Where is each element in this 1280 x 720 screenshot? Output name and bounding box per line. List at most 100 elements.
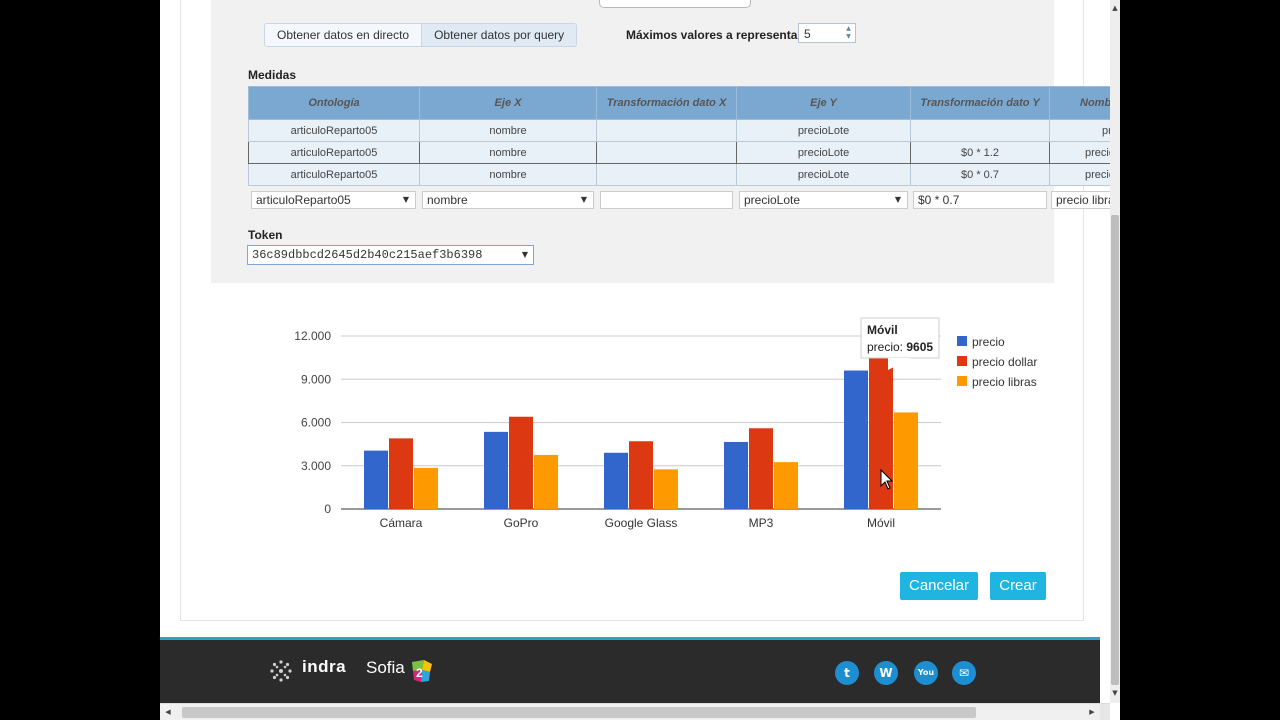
legend-label: precio dollar (972, 355, 1037, 369)
bar-precio-libras (774, 462, 798, 509)
chevron-down-icon: ▼ (402, 195, 409, 204)
horizontal-scroll-thumb[interactable] (182, 707, 976, 718)
ontology-select-value: articuloReparto05 (256, 193, 351, 207)
cell-x-axis: nombre (419, 141, 597, 164)
col-header-x-transform[interactable]: Transformación dato X (596, 86, 737, 120)
col-header-y-transform[interactable]: Transformación dato Y (910, 86, 1050, 120)
y-tick-label: 6.000 (301, 416, 331, 430)
legend-label: precio (972, 335, 1005, 349)
bar-precio-dollar (749, 428, 773, 509)
tab-live-data[interactable]: Obtener datos en directo (265, 24, 422, 46)
tooltip-title: Móvil (867, 323, 898, 337)
youtube-icon[interactable]: You (914, 661, 938, 685)
bar-precio-dollar (509, 416, 533, 509)
table-header-row: Ontología Eje X Transformación dato X Ej… (248, 86, 1120, 120)
y-transform-input[interactable]: $0 * 0.7 (913, 191, 1047, 209)
col-header-x-axis[interactable]: Eje X (419, 86, 597, 120)
bar-precio-dollar (389, 438, 413, 509)
y-tick-label: 12.000 (294, 329, 331, 343)
x-tick-label: Google Glass (605, 516, 678, 530)
indra-logo-icon (270, 660, 292, 682)
horizontal-scrollbar[interactable]: ◀ ▶ (160, 703, 1110, 720)
mouse-cursor-icon (880, 468, 894, 490)
col-header-ontology[interactable]: Ontología (248, 86, 420, 120)
cell-x-transform (596, 141, 737, 164)
x-axis-select[interactable]: nombre ▼ (422, 191, 594, 209)
chevron-down-icon: ▼ (894, 195, 901, 204)
scroll-down-icon[interactable]: ▼ (1112, 689, 1118, 697)
table-row[interactable]: articuloReparto05 nombre precioLote $0 *… (248, 163, 1120, 186)
col-header-name[interactable]: Nombre (1049, 86, 1120, 120)
token-label: Token (248, 228, 283, 242)
twitter-icon[interactable]: t (835, 661, 859, 685)
x-tick-label: Cámara (380, 516, 423, 530)
table-row[interactable]: articuloReparto05 nombre precioLote $0 *… (248, 141, 1120, 164)
y-tick-label: 0 (324, 502, 331, 516)
x-axis-select-value: nombre (427, 193, 468, 207)
data-source-tabs: Obtener datos en directo Obtener datos p… (264, 23, 578, 47)
y-axis-select[interactable]: precioLote ▼ (739, 191, 908, 209)
scroll-right-icon[interactable]: ▶ (1089, 708, 1095, 716)
bar-precio (484, 431, 508, 509)
bar-precio-dollar (629, 441, 653, 509)
ontology-select[interactable]: articuloReparto05 ▼ (251, 191, 416, 209)
cell-y-axis: precioLote (736, 141, 911, 164)
y-transform-value: $0 * 0.7 (918, 193, 960, 207)
footer: indra Sofia 2 t W You ✉ (160, 637, 1100, 706)
scroll-left-icon[interactable]: ◀ (165, 708, 171, 716)
chart-canvas: 0 3.000 6.000 9.000 12.000 Cámara GoPro Google … (294, 317, 1037, 530)
measures-title: Medidas (248, 68, 297, 82)
tooltip-pointer (888, 358, 911, 370)
legend-swatch (957, 376, 967, 386)
series-name-input[interactable]: precio libras (1051, 191, 1120, 209)
x-transform-input[interactable] (600, 191, 733, 209)
table-row[interactable]: articuloReparto05 nombre precioLote prec… (248, 119, 1120, 142)
cell-ontology: articuloReparto05 (248, 141, 420, 164)
vertical-scroll-thumb[interactable] (1111, 215, 1119, 685)
bar-precio (724, 441, 748, 509)
max-values-label: Máximos valores a representar (626, 28, 803, 42)
col-header-y-axis[interactable]: Eje Y (736, 86, 911, 120)
cell-y-transform: $0 * 1.2 (910, 141, 1050, 164)
indra-brand-text: indra (302, 657, 347, 676)
scroll-up-icon[interactable]: ▲ (1112, 4, 1118, 12)
bar-precio-libras (414, 467, 438, 509)
x-tick-label: GoPro (504, 516, 539, 530)
bar-precio (364, 450, 388, 509)
cell-y-transform: $0 * 0.7 (910, 163, 1050, 186)
form-card: Obtener datos en directo Obtener datos p… (180, 0, 1120, 621)
token-select[interactable]: 36c89dbbcd2645d2b40c215aef3b6398 ▼ (247, 245, 534, 265)
bar-precio-libras (654, 469, 678, 509)
bar-precio (604, 452, 628, 509)
bar-chart: 0 3.000 6.000 9.000 12.000 Cámara GoPro Google … (281, 310, 1081, 550)
token-select-value: 36c89dbbcd2645d2b40c215aef3b6398 (252, 248, 483, 262)
cancel-button[interactable]: Cancelar (900, 572, 978, 600)
create-button[interactable]: Crear (990, 572, 1046, 600)
svg-text:2: 2 (416, 666, 423, 680)
max-values-stepper[interactable]: 5 ▲ ▼ (798, 23, 856, 43)
browser-viewport: Obtener datos en directo Obtener datos p… (160, 0, 1120, 720)
cell-y-axis: precioLote (736, 163, 911, 186)
cell-x-transform (596, 119, 737, 142)
vertical-scrollbar[interactable]: ▲ ▼ (1110, 0, 1120, 703)
x-tick-label: MP3 (749, 516, 774, 530)
top-partial-button[interactable] (599, 0, 751, 8)
tooltip-value: 9605 (906, 340, 933, 354)
legend-swatch (957, 336, 967, 346)
bar-precio-libras (894, 412, 918, 509)
x-tick-label: Móvil (867, 516, 895, 530)
tooltip-label: precio: 9605 (867, 340, 933, 354)
y-axis-select-value: precioLote (744, 193, 801, 207)
legend-label: precio libras (972, 375, 1037, 389)
email-icon[interactable]: ✉ (952, 661, 976, 685)
cell-x-transform (596, 163, 737, 186)
wordpress-icon[interactable]: W (874, 661, 898, 685)
chevron-down-icon: ▼ (521, 250, 528, 259)
tab-query-data[interactable]: Obtener datos por query (421, 24, 577, 46)
chevron-down-icon: ▼ (580, 195, 587, 204)
series-name-value: precio libras (1056, 193, 1120, 207)
cell-x-axis: nombre (419, 119, 597, 142)
stepper-arrows-icon[interactable]: ▲ ▼ (846, 25, 851, 40)
tooltip-box (860, 317, 940, 359)
cell-ontology: articuloReparto05 (248, 163, 420, 186)
